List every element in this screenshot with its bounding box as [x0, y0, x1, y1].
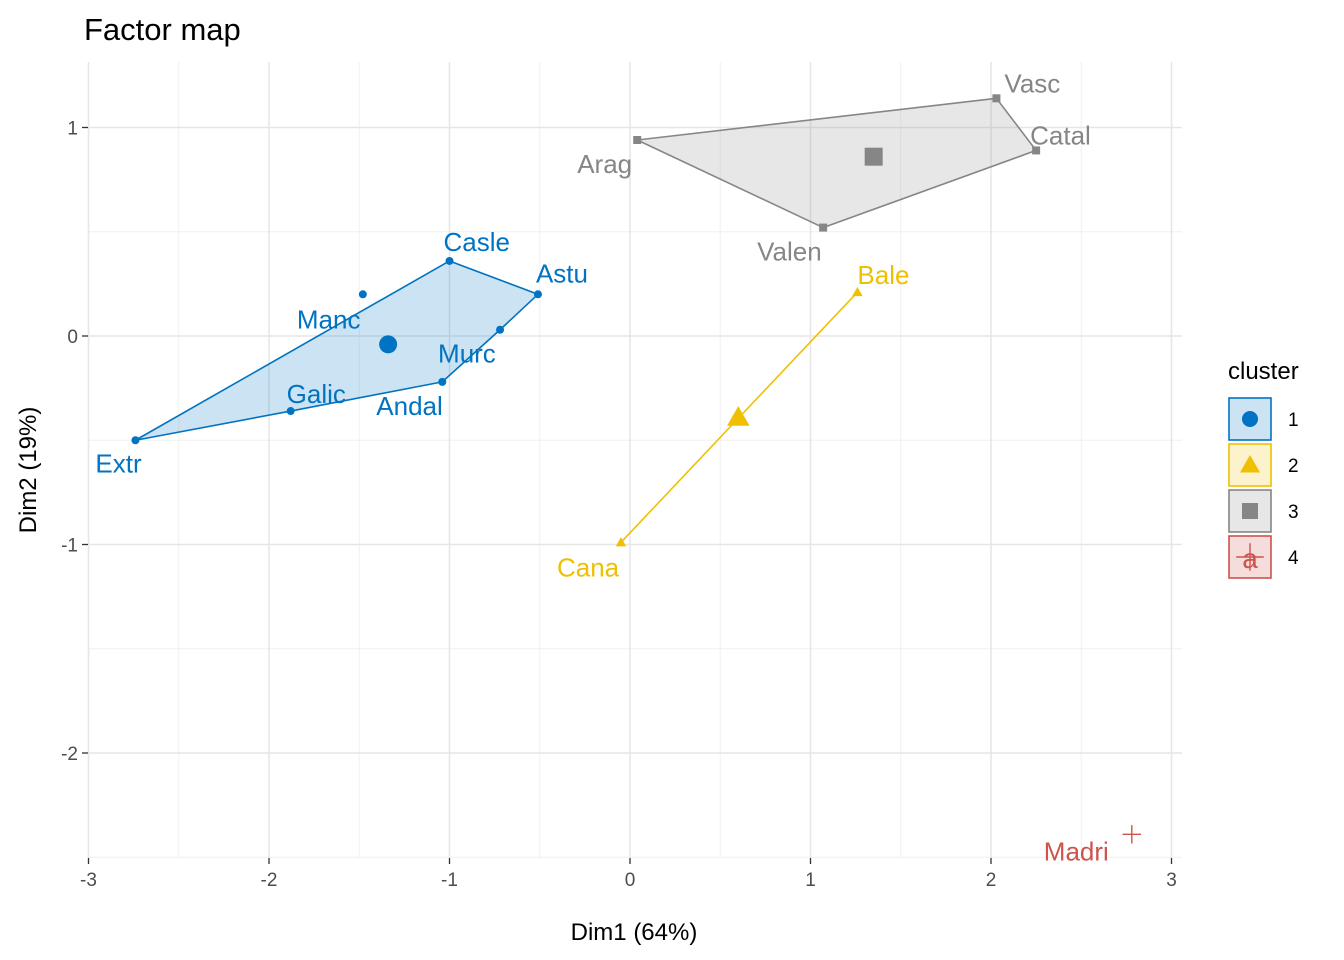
x-tick-label: -1	[441, 870, 458, 891]
x-tick-label: -3	[80, 870, 97, 891]
point-label-murc: Murc	[438, 339, 496, 369]
y-tick-label: -2	[61, 744, 78, 765]
point-label-galic: Galic	[287, 379, 346, 409]
point-label-cana: Cana	[557, 552, 620, 582]
point-label-valen: Valen	[757, 237, 822, 267]
point-bale	[852, 286, 863, 297]
point-label-vasc: Vasc	[1004, 68, 1060, 98]
legend-label-2: 2	[1288, 456, 1299, 477]
point-andal	[438, 377, 447, 386]
chart-title: Factor map	[84, 12, 241, 47]
point-label-manc: Manc	[297, 304, 361, 334]
cluster-3-centroid	[864, 147, 883, 166]
point-labels: Casle Astu Manc Murc Galic Andal Extr Bale Cana V…	[95, 68, 1108, 866]
legend-label-4: 4	[1288, 548, 1299, 569]
legend-marker-3	[1242, 503, 1258, 519]
point-manc	[358, 290, 367, 299]
legend-title: cluster	[1228, 358, 1299, 385]
y-axis-title: Dim2 (19%)	[15, 407, 42, 534]
point-valen	[819, 223, 828, 232]
x-axis-title: Dim1 (64%)	[571, 919, 698, 946]
x-tick-label: 0	[625, 870, 636, 891]
point-casle	[445, 256, 454, 265]
point-label-catal: Catal	[1030, 120, 1091, 150]
x-tick-label: -2	[261, 870, 278, 891]
point-galic	[286, 407, 295, 416]
y-tick-label: 0	[67, 327, 78, 348]
grid	[87, 62, 1182, 858]
point-label-astu: Astu	[536, 258, 588, 288]
point-label-casle: Casle	[444, 227, 510, 257]
point-label-extr: Extr	[95, 448, 142, 478]
point-cana	[615, 537, 627, 547]
point-madri	[1122, 825, 1141, 844]
x-tick-label: 3	[1166, 870, 1177, 891]
x-tick-label: 1	[805, 870, 816, 891]
legend-marker-2	[1240, 455, 1260, 473]
point-catal	[1032, 146, 1041, 155]
point-label-bale: Bale	[857, 260, 909, 290]
legend-marker-1	[1242, 411, 1258, 427]
cluster-3-hull	[636, 97, 1037, 229]
point-vasc	[992, 94, 1001, 103]
point-arag	[633, 136, 642, 145]
cluster-1-centroid	[379, 335, 398, 354]
point-label-madri: Madri	[1044, 836, 1109, 866]
axes: -3 -2 -1 0 1 2 3 -2 -1 0 1	[61, 119, 1177, 892]
y-tick-label: 1	[67, 119, 78, 140]
point-label-andal: Andal	[376, 391, 443, 421]
x-tick-label: 2	[986, 870, 997, 891]
point-extr	[131, 436, 140, 445]
legend-label-1: 1	[1288, 410, 1299, 431]
data-points	[131, 94, 1141, 844]
y-tick-label: -1	[61, 536, 78, 557]
legend-marker-4	[1236, 543, 1264, 571]
legend-label-3: 3	[1288, 502, 1299, 523]
point-astu	[533, 290, 542, 299]
point-murc	[496, 325, 505, 334]
point-label-arag: Arag	[577, 149, 632, 179]
cluster-2-centroid	[727, 406, 750, 426]
